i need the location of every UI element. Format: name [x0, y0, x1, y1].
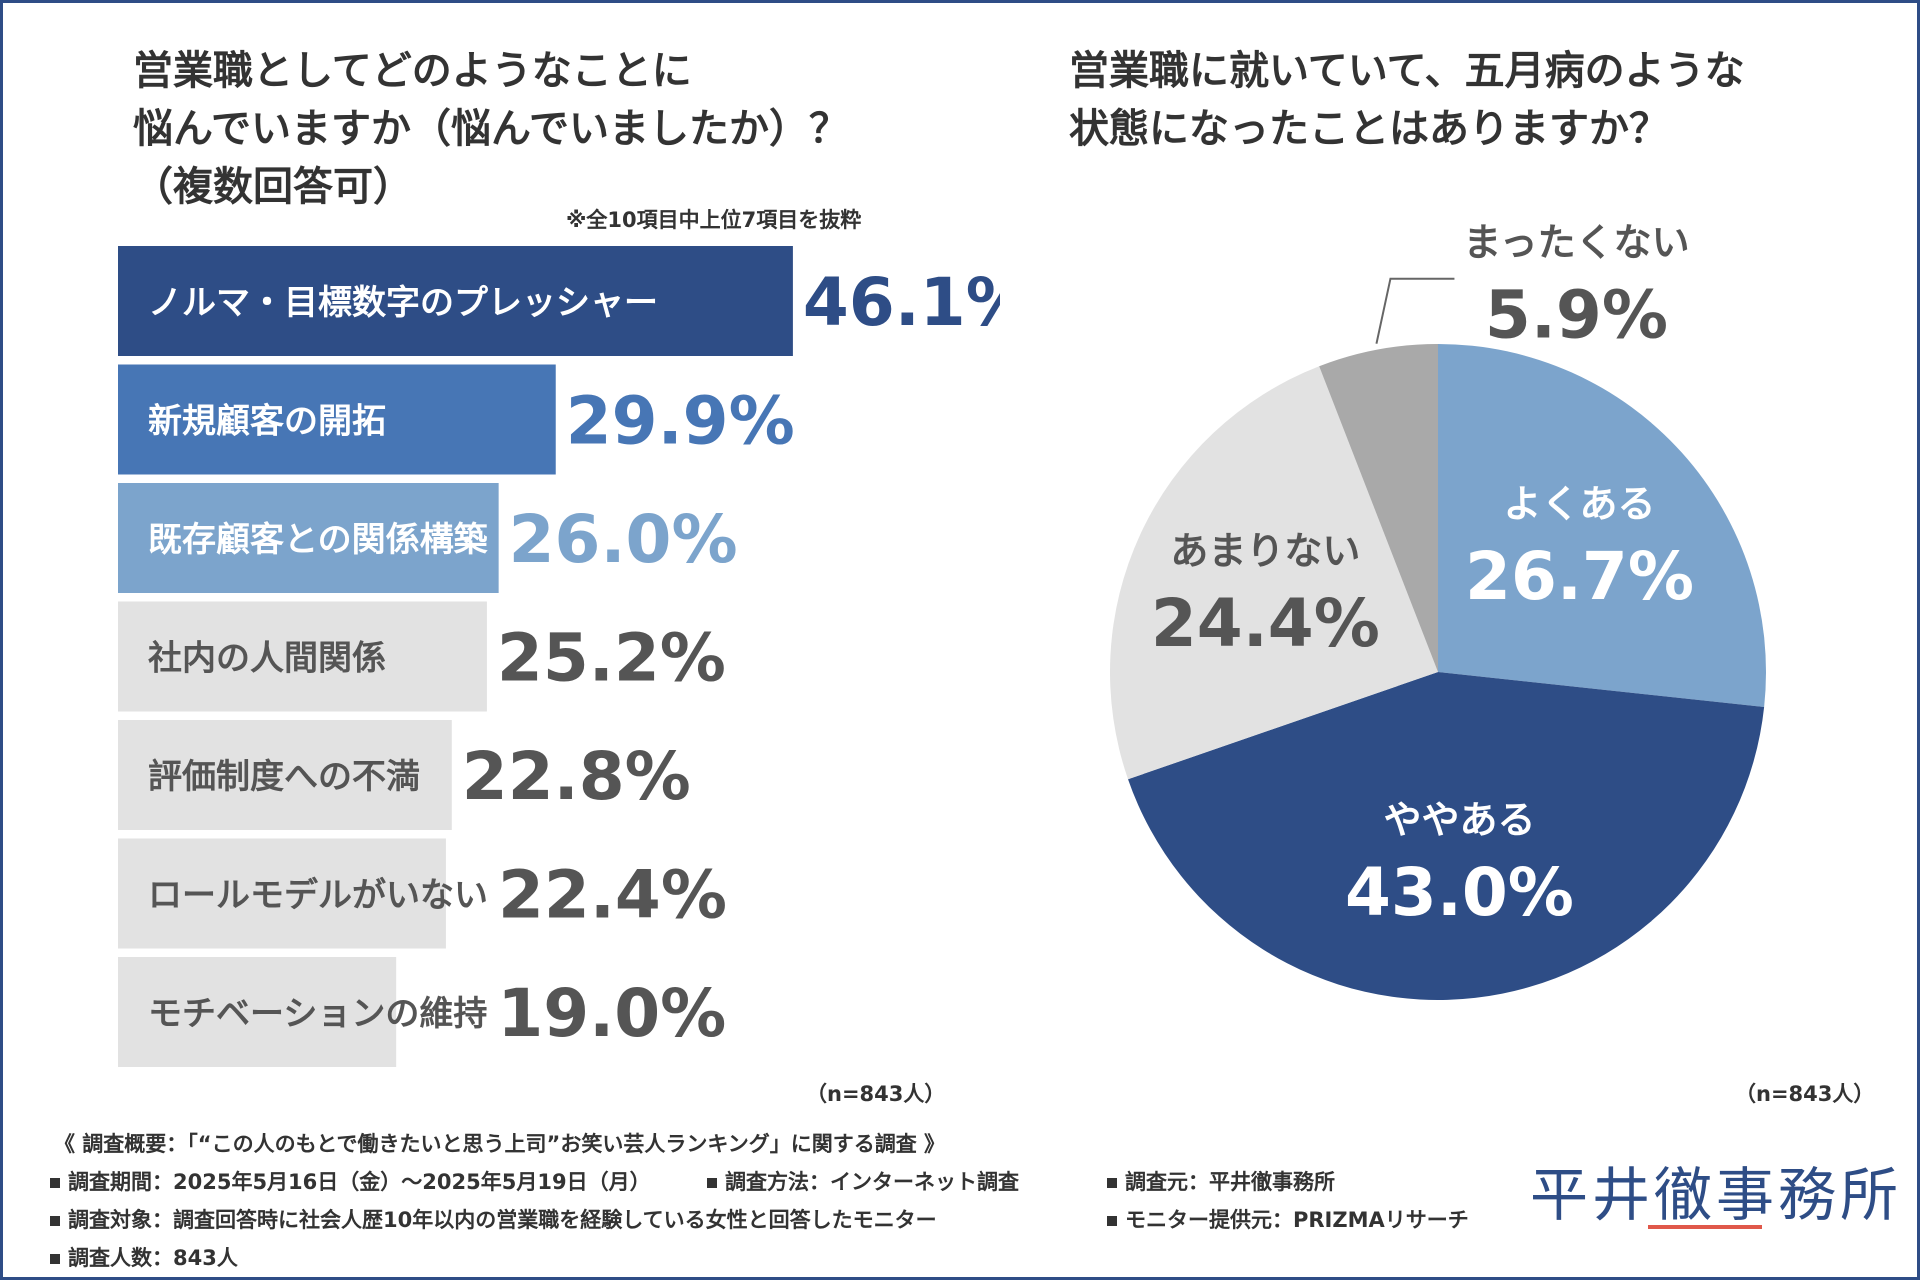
pie-slice-4 [1319, 344, 1438, 672]
bar-category-label-1: ノルマ・目標数字のプレッシャー [148, 283, 658, 323]
pie-chart-title-line-2: 状態になったことはありますか？ [1069, 106, 1669, 152]
bullet-square [50, 1178, 60, 1188]
bar-value-label-3: 26.0% [509, 501, 738, 578]
pie-label-2: ややある [1383, 798, 1535, 842]
pie-label-4: まったくない [1463, 221, 1689, 265]
bar-chart: ノルマ・目標数字のプレッシャー 46.1% 新規顧客の開拓 29.9% 既存顧客との関係… [118, 246, 1000, 1067]
pie-value-2: 43.0% [1345, 854, 1574, 931]
bar-5 [118, 720, 452, 830]
bar-value-label-7: 19.0% [497, 975, 726, 1052]
pie-slice-2 [1128, 672, 1765, 1000]
pie-label-3: あまりない [1170, 529, 1360, 573]
survey-overview: 《 調査概要：「“この人のもとで働きたいと思う上司”お笑い芸人ランキング」に関す… [54, 1132, 946, 1156]
bar-value-label-6: 22.4% [498, 857, 727, 934]
survey-period-text: 調査期間：2025年5月16日（金）～2025年5月19日（月） [68, 1170, 651, 1194]
bullet-square [1107, 1178, 1117, 1188]
bar-category-label-7: モチベーションの維持 [148, 994, 487, 1034]
survey-count-text: 調査人数：843人 [68, 1246, 238, 1270]
bar-chart-sample-size: （n=843人） [806, 1082, 946, 1106]
pie-slice-1 [1438, 344, 1766, 707]
survey-organizer-text: 調査元：平井徹事務所 [1125, 1170, 1335, 1194]
pie-label-1: よくある [1504, 482, 1656, 526]
pie-chart-sample-size: （n=843人） [1735, 1082, 1875, 1106]
logo-underline [1648, 1225, 1762, 1229]
bar-4 [118, 601, 487, 712]
monitor-provider: モニター提供元：PRIZMAリサーチ [1107, 1204, 1469, 1234]
bar-value-label-4: 25.2% [497, 620, 726, 697]
bar-chart-note: ※全10項目中上位7項目を抜粋 [566, 208, 862, 232]
pie-chart: よくある 26.7% ややある 43.0% あまりない 24.4% まったくない 5.9% [1110, 221, 1766, 1000]
bar-chart-title-line-1: 営業職としてどのようなことに [133, 48, 692, 94]
bar-category-label-5: 評価制度への不満 [148, 757, 420, 797]
survey-method: 調査方法：インターネット調査 [707, 1166, 1019, 1196]
bar-category-label-4: 社内の人間関係 [148, 639, 386, 679]
pie-chart-title-line-1: 営業職に就いていて、五月病のような [1069, 48, 1745, 94]
bar-category-label-6: ロールモデルがいない [148, 876, 488, 916]
bar-category-label-3: 既存顧客との関係構築 [148, 520, 489, 560]
survey-count: 調査人数：843人 [50, 1242, 238, 1272]
survey-organizer: 調査元：平井徹事務所 [1107, 1166, 1335, 1196]
pie-value-1: 26.7% [1465, 538, 1694, 615]
bar-chart-title-line-3: （複数回答可） [133, 164, 413, 210]
pie-value-4: 5.9% [1485, 277, 1668, 354]
bar-category-label-2: 新規顧客の開拓 [148, 402, 386, 442]
bar-1 [118, 246, 793, 356]
pie-chart-title: 営業職に就いていて、五月病のような 状態になったことはありますか？ [1069, 42, 1745, 158]
bar-value-label-2: 29.9% [566, 383, 795, 460]
bar-6 [118, 838, 446, 949]
pie-leader-line [1375, 277, 1455, 344]
survey-period: 調査期間：2025年5月16日（金）～2025年5月19日（月） [50, 1166, 651, 1196]
monitor-provider-text: モニター提供元：PRIZMAリサーチ [1125, 1208, 1469, 1232]
pie-value-3: 24.4% [1151, 585, 1380, 662]
bar-value-label-5: 22.8% [462, 738, 691, 815]
bullet-square [1107, 1216, 1117, 1226]
bullet-square [50, 1254, 60, 1264]
survey-target: 調査対象：調査回答時に社会人歴10年以内の営業職を経験している女性と回答したモニ… [50, 1204, 937, 1234]
survey-method-text: 調査方法：インターネット調査 [725, 1170, 1019, 1194]
bar-value-label-1: 46.1% [803, 264, 1000, 341]
bar-chart-title: 営業職としてどのようなことに 悩んでいますか（悩んでいましたか）？ （複数回答可… [133, 42, 849, 216]
company-logo: 平井徹事務所 [1530, 1161, 1903, 1229]
bullet-square [707, 1178, 717, 1188]
bar-3 [118, 483, 499, 593]
bar-7 [118, 957, 397, 1067]
bullet-square [50, 1216, 60, 1226]
bar-2 [118, 364, 556, 475]
survey-target-text: 調査対象：調査回答時に社会人歴10年以内の営業職を経験している女性と回答したモニ… [68, 1208, 937, 1232]
pie-slice-3 [1110, 366, 1438, 780]
bar-chart-title-line-2: 悩んでいますか（悩んでいましたか）？ [133, 106, 849, 152]
